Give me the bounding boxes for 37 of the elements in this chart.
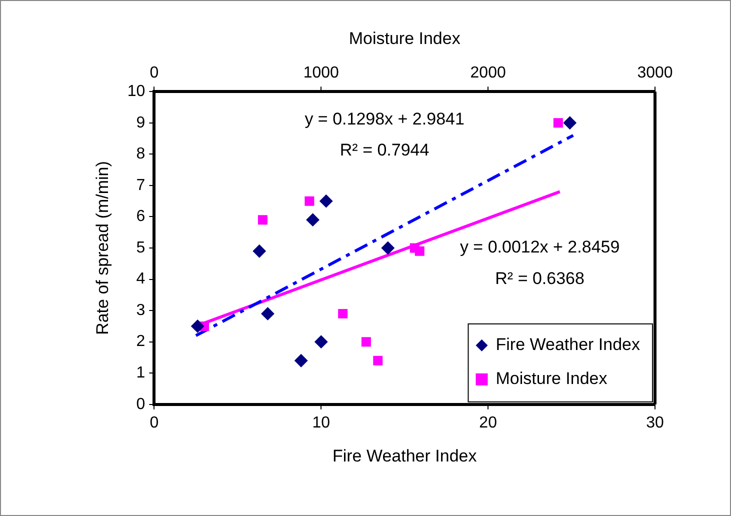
- y-tick-label: 10: [127, 83, 146, 100]
- point: [294, 354, 308, 368]
- y-tick-label: 7: [136, 176, 146, 194]
- point: [320, 194, 333, 208]
- y-tick-label: 9: [136, 114, 146, 132]
- point: [191, 320, 204, 333]
- annotation: R² = 0.6368: [495, 268, 584, 288]
- y-tick-label: 6: [136, 208, 146, 226]
- point: [314, 335, 328, 348]
- y-axis-title: Rate of spread (m/min): [92, 161, 112, 335]
- point: [381, 242, 394, 254]
- x-tick-label: 0: [150, 414, 159, 432]
- x-tick-label: 30: [646, 414, 664, 432]
- annotation: y = 0.0012x + 2.8459: [460, 238, 620, 257]
- x-axis-title: Fire Weather Index: [332, 446, 478, 466]
- point: [261, 307, 274, 320]
- y-tick-label: 1: [136, 364, 146, 382]
- point: [306, 213, 320, 226]
- x2-tick-label: 0: [150, 64, 159, 82]
- y-tick-label: 8: [136, 146, 146, 163]
- y-tick-label: 5: [136, 239, 146, 256]
- x-tick-label: 10: [312, 414, 330, 432]
- annotation: R² = 0.7944: [340, 140, 430, 160]
- y-tick-label: 3: [136, 302, 146, 319]
- x-tick-label: 20: [479, 414, 498, 432]
- x2-tick-label: 1000: [303, 64, 340, 82]
- x2-tick-label: 2000: [470, 64, 506, 82]
- y-tick-label: 4: [136, 270, 146, 288]
- annotation: y = 0.1298x + 2.9841: [304, 109, 464, 128]
- x2-axis-title: Moisture Index: [348, 28, 461, 48]
- point: [252, 244, 266, 258]
- x2-tick-label: 3000: [637, 64, 673, 82]
- legend-label: Moisture Index: [496, 369, 608, 388]
- legend-label: Fire Weather Index: [496, 335, 640, 354]
- y-tick-label: 2: [136, 333, 146, 350]
- y-tick-label: 0: [136, 396, 146, 413]
- point: [563, 116, 576, 130]
